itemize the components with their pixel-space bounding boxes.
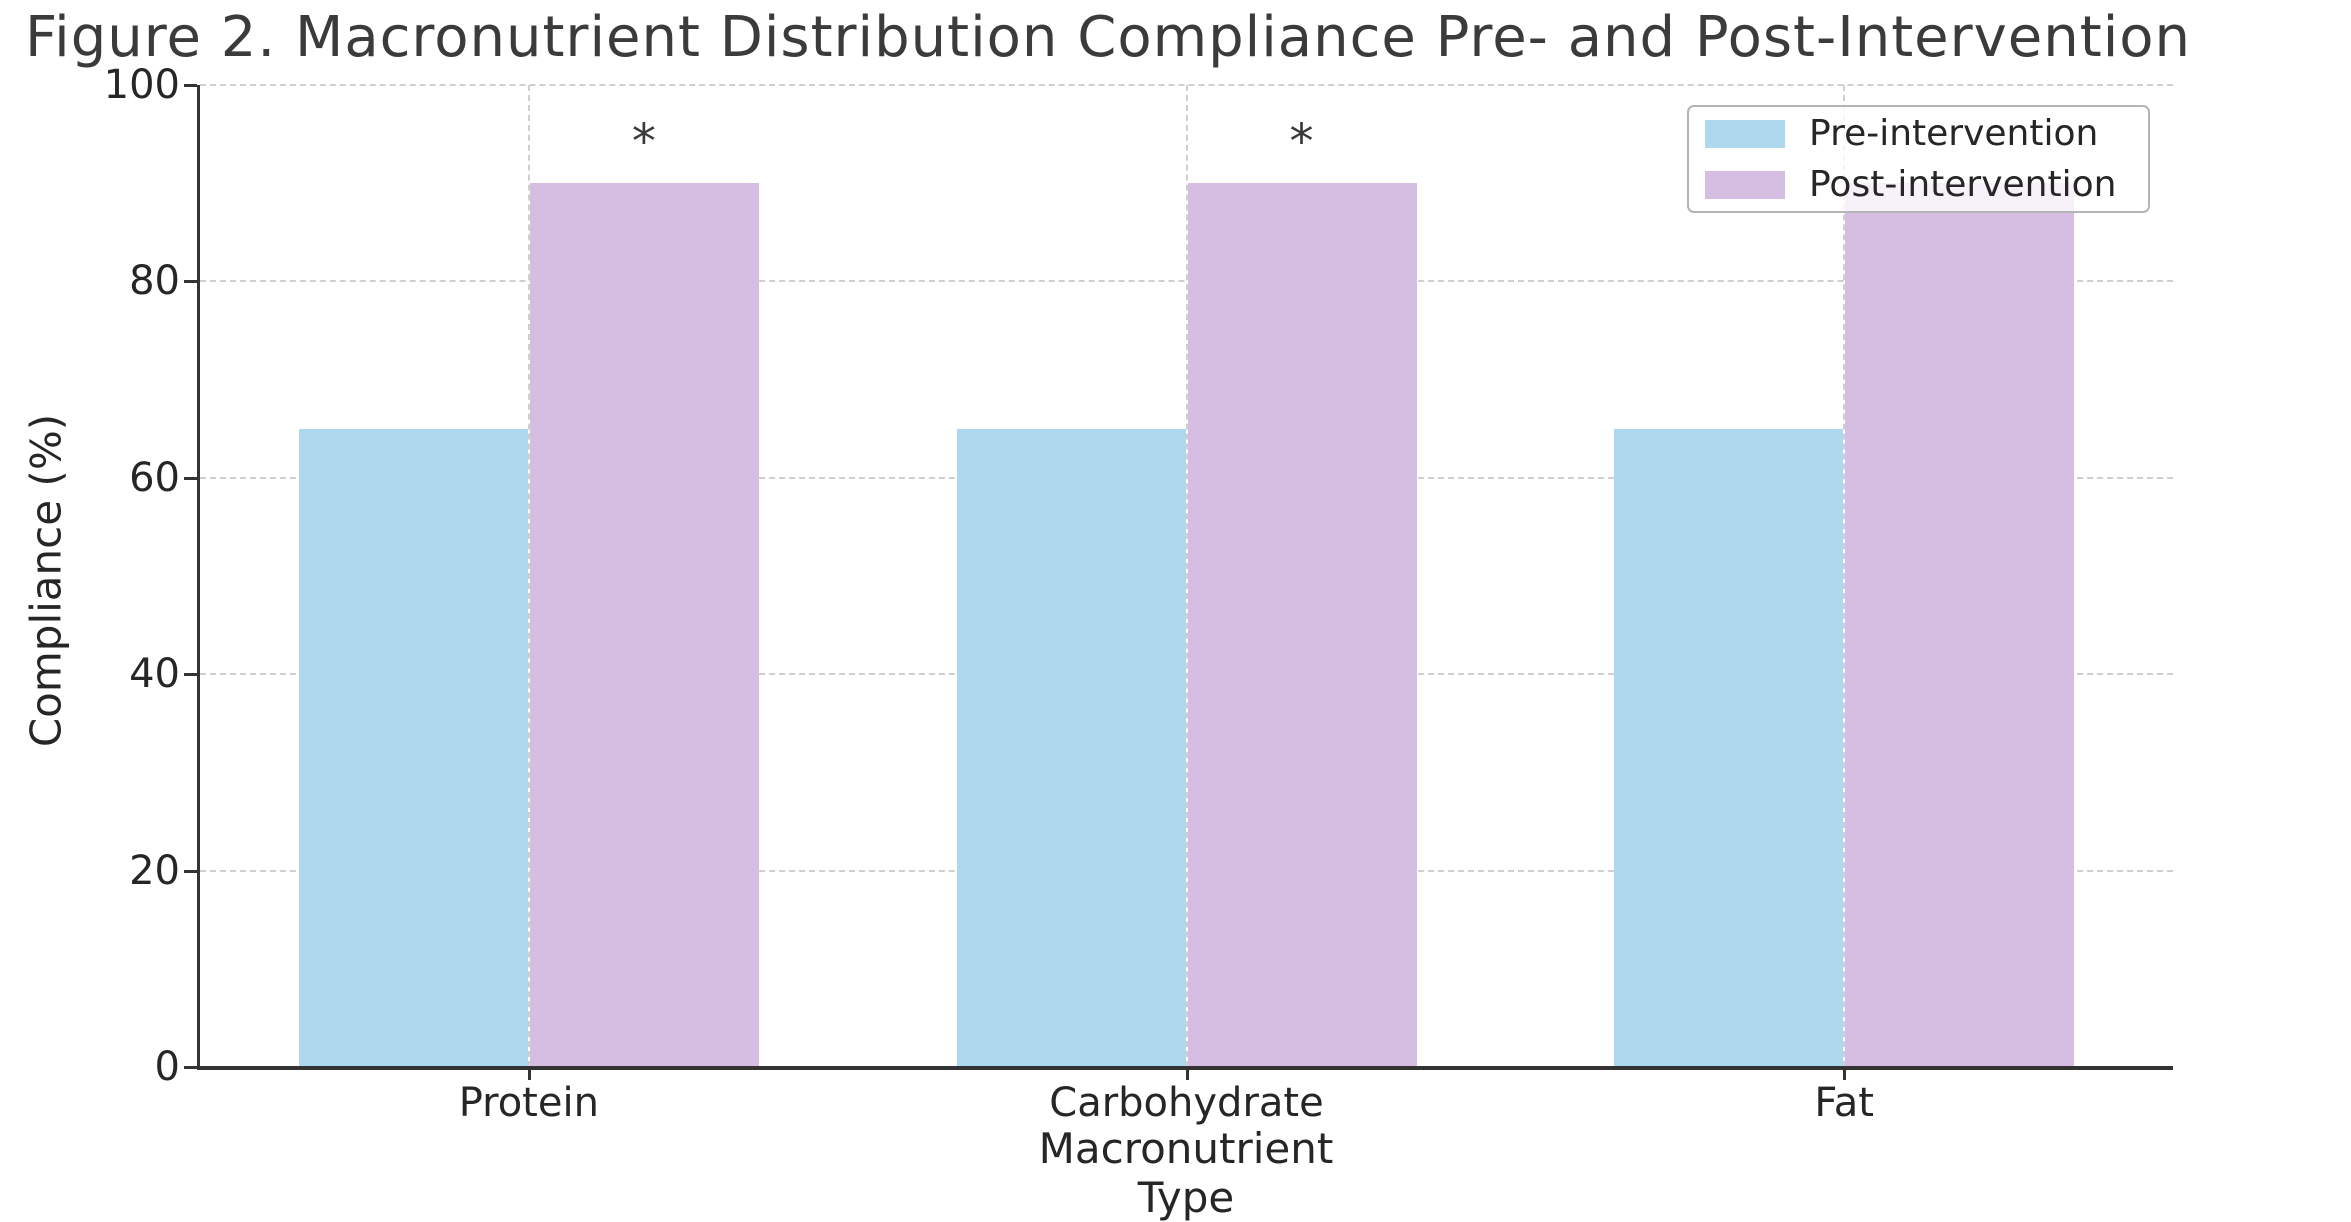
y-tick-40: [184, 673, 197, 677]
x-tick-label-protein: Protein: [458, 1080, 599, 1126]
bar-pre-intervention-carbohydrate: [956, 428, 1186, 1067]
y-tick-label-80: 80: [129, 258, 180, 305]
chart-title: Figure 2. Macronutrient Distribution Com…: [25, 5, 2192, 70]
x-tick-fat: [1843, 1067, 1847, 1080]
bar-pre-intervention-protein: [298, 428, 528, 1067]
bar-post-intervention-fat: [1845, 183, 2075, 1067]
y-tick-80: [184, 280, 197, 284]
significance-asterisk-carbohydrate: *: [1289, 114, 1314, 171]
y-tick-label-0: 0: [154, 1044, 180, 1090]
x-tick-protein: [527, 1067, 531, 1080]
y-tick-0: [184, 1066, 197, 1069]
bar-pre-intervention-fat: [1614, 428, 1844, 1067]
legend: Pre-intervention Post-intervention: [1687, 105, 2150, 213]
bar-post-intervention-carbohydrate: [1187, 183, 1417, 1067]
x-tick-carbohydrate: [1185, 1067, 1189, 1080]
legend-swatch-post-intervention: [1705, 170, 1785, 199]
y-axis-spine: [197, 85, 200, 1070]
gridline-x-carbohydrate: [1185, 85, 1188, 1067]
legend-item-post-intervention: Post-intervention: [1705, 164, 2148, 205]
bar-post-intervention-protein: [529, 183, 759, 1067]
legend-item-pre-intervention: Pre-intervention: [1705, 113, 2148, 154]
x-tick-label-fat: Fat: [1814, 1080, 1874, 1126]
y-tick-label-40: 40: [129, 651, 180, 698]
legend-label: Post-intervention: [1809, 164, 2117, 205]
x-axis-spine: [197, 1066, 2173, 1070]
y-tick-label-100: 100: [103, 62, 180, 108]
gridline-x-fat: [1843, 85, 1846, 1067]
y-tick-label-20: 20: [129, 847, 180, 894]
legend-label: Pre-intervention: [1809, 113, 2099, 154]
x-tick-label-carbohydrate: Carbohydrate: [1049, 1080, 1324, 1126]
bar-chart-figure: Figure 2. Macronutrient Distribution Com…: [21, 5, 2192, 1222]
significance-asterisk-protein: *: [631, 114, 656, 171]
y-tick-label-60: 60: [129, 454, 180, 501]
gridline-x-protein: [527, 85, 530, 1067]
y-tick-60: [184, 476, 197, 480]
y-tick-20: [184, 869, 197, 873]
y-tick-100: [184, 84, 197, 87]
legend-swatch-pre-intervention: [1705, 119, 1785, 148]
plot-area: 0 20 40 60 80 100 Protein Carbohydrate Fat * *: [103, 62, 2173, 1126]
